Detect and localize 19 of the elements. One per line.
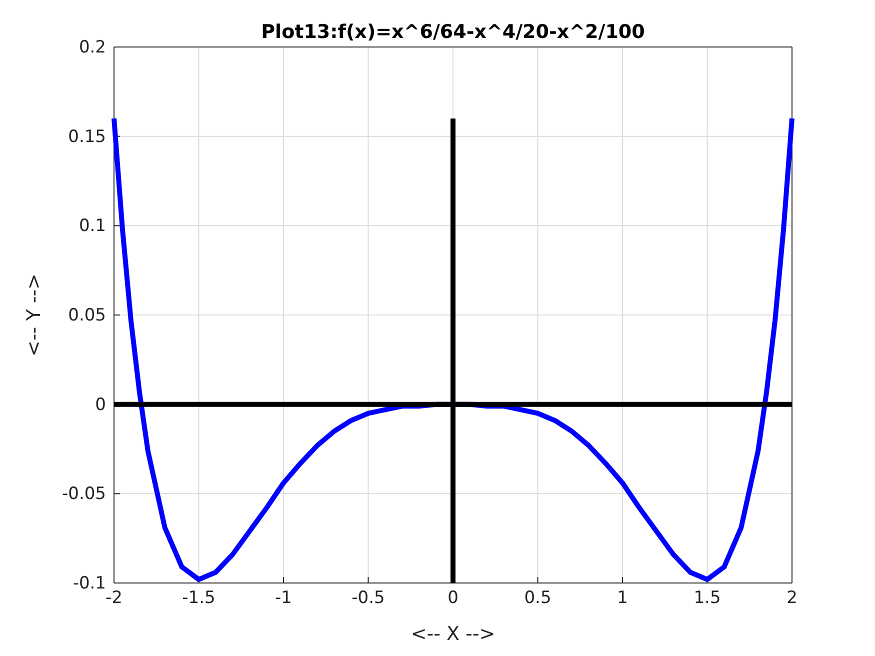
y-tick-label: -0.05 [62,484,106,504]
y-tick-label: 0 [95,394,106,415]
x-tick-label: -1.5 [182,588,216,608]
x-tick-label: -2 [106,588,122,608]
chart-title: Plot13:f(x)=x^6/64-x^4/20-x^2/100 [261,21,645,43]
y-tick-label: 0.15 [68,126,106,147]
y-tick-label: -0.1 [72,573,106,594]
y-tick-label: 0.05 [68,305,106,326]
x-axis-title: <-- X --> [410,623,496,645]
x-tick-label: 2 [786,588,798,608]
x-tick-label: 0.5 [524,588,552,608]
x-tick-label: 1.5 [694,588,721,608]
x-tick-label: 1 [617,588,628,608]
y-tick-label: 0.2 [78,37,106,58]
y-tick-label: 0.1 [78,216,106,236]
x-tick-label: -1 [275,588,292,608]
y-axis-title: <-- Y --> [23,274,45,356]
x-tick-label: 0 [448,588,458,608]
x-tick-label: -0.5 [352,588,385,608]
